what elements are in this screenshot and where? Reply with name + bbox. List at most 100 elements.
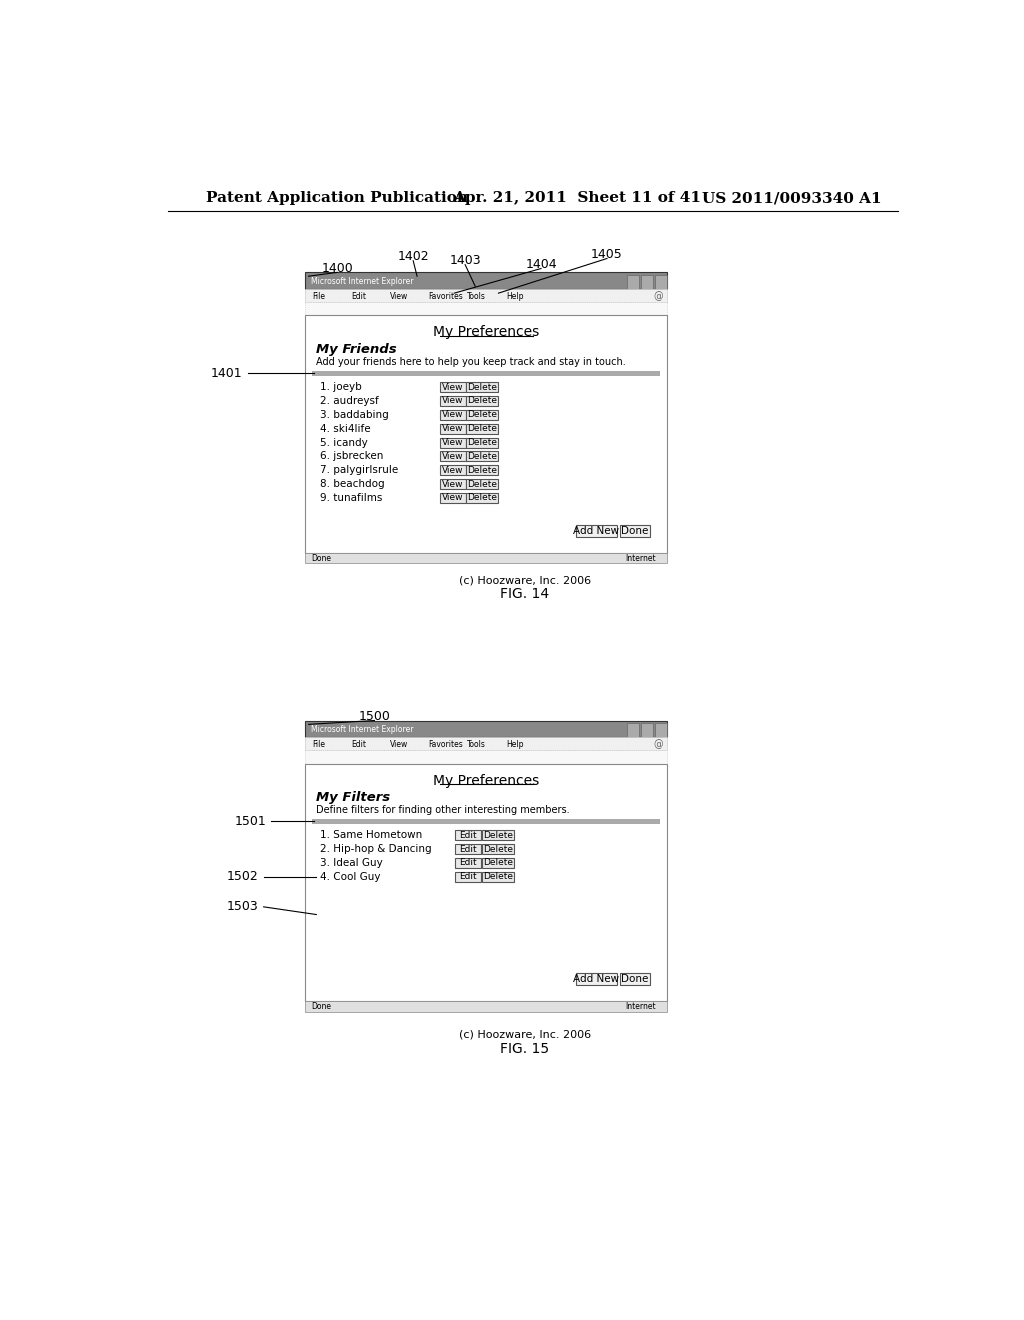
Text: Patent Application Publication: Patent Application Publication [206, 191, 468, 206]
Text: 1502: 1502 [226, 870, 258, 883]
Text: 1. Same Hometown: 1. Same Hometown [321, 830, 423, 841]
Text: Delete: Delete [467, 494, 498, 503]
FancyBboxPatch shape [466, 396, 498, 407]
Text: Microsoft Internet Explorer: Microsoft Internet Explorer [311, 277, 414, 286]
FancyBboxPatch shape [575, 973, 616, 985]
Text: 7. palygirlsrule: 7. palygirlsrule [321, 465, 398, 475]
Text: Done: Done [311, 1002, 331, 1011]
Text: Delete: Delete [482, 858, 513, 867]
Text: Delete: Delete [467, 396, 498, 405]
FancyBboxPatch shape [466, 409, 498, 420]
Bar [305, 750, 668, 763]
Text: View: View [390, 292, 409, 301]
Text: 2. audreysf: 2. audreysf [321, 396, 379, 407]
Text: My Friends: My Friends [316, 343, 397, 356]
FancyBboxPatch shape [440, 465, 466, 475]
FancyBboxPatch shape [440, 424, 466, 434]
Text: My Filters: My Filters [316, 791, 390, 804]
Text: 4. Cool Guy: 4. Cool Guy [321, 871, 381, 882]
Text: Delete: Delete [467, 438, 498, 447]
Bar [312, 818, 659, 825]
Text: My Preferences: My Preferences [433, 774, 540, 788]
Text: Delete: Delete [467, 479, 498, 488]
Text: 1400: 1400 [322, 261, 353, 275]
Text: 3. baddabing: 3. baddabing [321, 409, 389, 420]
Text: Internet: Internet [625, 553, 655, 562]
Text: FIG. 14: FIG. 14 [501, 587, 549, 601]
Text: View: View [442, 424, 464, 433]
Text: 8. beachdog: 8. beachdog [321, 479, 385, 490]
Bar [641, 275, 652, 289]
FancyBboxPatch shape [481, 843, 514, 854]
Bar [305, 763, 668, 1001]
FancyBboxPatch shape [466, 465, 498, 475]
Text: Delete: Delete [467, 383, 498, 392]
Text: US 2011/0093340 A1: US 2011/0093340 A1 [701, 191, 881, 206]
Text: 6. jsbrecken: 6. jsbrecken [321, 451, 384, 462]
Text: 1. joeyb: 1. joeyb [321, 381, 361, 392]
Text: View: View [442, 396, 464, 405]
Text: Delete: Delete [482, 845, 513, 854]
Text: File: File [312, 292, 326, 301]
Bar [627, 275, 639, 289]
Text: Add New: Add New [573, 525, 620, 536]
Text: Edit: Edit [460, 873, 477, 882]
Text: Help: Help [506, 741, 523, 748]
FancyBboxPatch shape [440, 409, 466, 420]
FancyBboxPatch shape [466, 492, 498, 503]
FancyBboxPatch shape [481, 830, 514, 841]
Bar [655, 723, 667, 737]
Text: View: View [442, 494, 464, 503]
FancyBboxPatch shape [620, 973, 650, 985]
Text: View: View [442, 383, 464, 392]
Text: (c) Hoozware, Inc. 2006: (c) Hoozware, Inc. 2006 [459, 1030, 591, 1040]
Text: Internet: Internet [625, 1002, 655, 1011]
Bar [305, 553, 668, 564]
Text: Done: Done [622, 974, 648, 983]
FancyBboxPatch shape [440, 451, 466, 462]
Text: Delete: Delete [467, 451, 498, 461]
FancyBboxPatch shape [466, 381, 498, 392]
Text: 1503: 1503 [226, 900, 258, 913]
Text: Favorites: Favorites [429, 292, 464, 301]
FancyBboxPatch shape [466, 479, 498, 490]
Text: Edit: Edit [460, 830, 477, 840]
Text: Edit: Edit [460, 858, 477, 867]
FancyBboxPatch shape [440, 381, 466, 392]
FancyBboxPatch shape [481, 858, 514, 869]
Text: 1403: 1403 [450, 255, 481, 268]
Text: 5. icandy: 5. icandy [321, 437, 368, 447]
FancyBboxPatch shape [466, 437, 498, 447]
FancyBboxPatch shape [440, 479, 466, 490]
Text: My Preferences: My Preferences [433, 326, 540, 339]
Bar [305, 272, 668, 289]
Text: Delete: Delete [467, 424, 498, 433]
Text: Delete: Delete [482, 830, 513, 840]
Bar [305, 302, 668, 315]
FancyBboxPatch shape [456, 843, 481, 854]
Bar [305, 289, 668, 302]
Text: Add New: Add New [573, 974, 620, 983]
Bar [305, 315, 668, 553]
Text: File: File [312, 741, 326, 748]
Text: View: View [442, 451, 464, 461]
Text: Edit: Edit [351, 292, 367, 301]
Text: Tools: Tools [467, 292, 486, 301]
Text: 1405: 1405 [591, 248, 623, 261]
Text: (c) Hoozware, Inc. 2006: (c) Hoozware, Inc. 2006 [459, 576, 591, 585]
Text: Edit: Edit [351, 741, 367, 748]
FancyBboxPatch shape [481, 871, 514, 882]
Text: Favorites: Favorites [429, 741, 464, 748]
FancyBboxPatch shape [456, 871, 481, 882]
Text: Tools: Tools [467, 741, 486, 748]
FancyBboxPatch shape [440, 437, 466, 447]
Text: Microsoft Internet Explorer: Microsoft Internet Explorer [311, 725, 414, 734]
Text: Help: Help [506, 292, 523, 301]
FancyBboxPatch shape [456, 830, 481, 841]
FancyBboxPatch shape [440, 492, 466, 503]
Bar [305, 721, 668, 738]
Bar [312, 371, 659, 376]
Text: Apr. 21, 2011  Sheet 11 of 41: Apr. 21, 2011 Sheet 11 of 41 [454, 191, 701, 206]
Text: 3. Ideal Guy: 3. Ideal Guy [321, 858, 383, 869]
FancyBboxPatch shape [620, 524, 650, 537]
